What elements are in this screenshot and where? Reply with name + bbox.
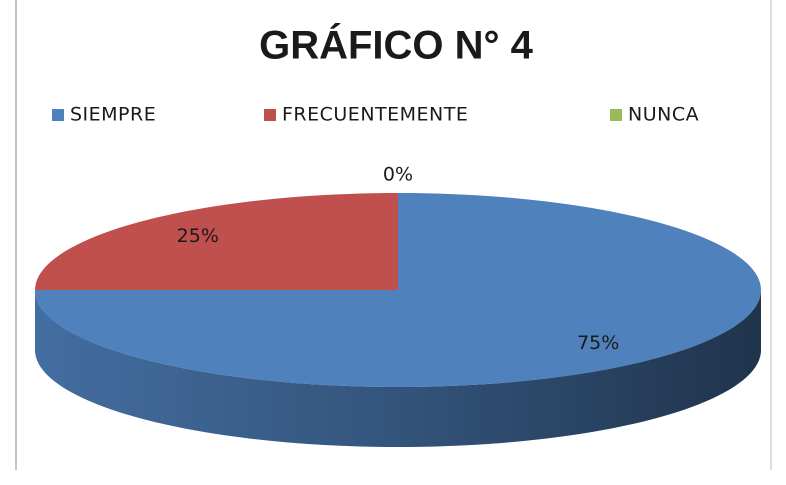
value-label: 75% (577, 332, 619, 354)
pie (35, 193, 761, 447)
legend-text: FRECUENTEMENTE (282, 104, 468, 126)
slice-side-shade (35, 290, 761, 447)
slice (35, 193, 398, 290)
legend-swatch (52, 109, 64, 121)
value-label: 25% (177, 225, 219, 247)
legend-text: NUNCA (628, 104, 699, 126)
chart-title: GRÁFICO N° 4 (259, 23, 534, 68)
value-labels: 75% 25% 0% (177, 164, 620, 354)
legend-swatch (264, 109, 276, 121)
legend: SIEMPRE FRECUENTEMENTE NUNCA (52, 104, 699, 126)
legend-swatch (610, 109, 622, 121)
value-label: 0% (383, 164, 413, 186)
legend-text: SIEMPRE (70, 104, 156, 126)
